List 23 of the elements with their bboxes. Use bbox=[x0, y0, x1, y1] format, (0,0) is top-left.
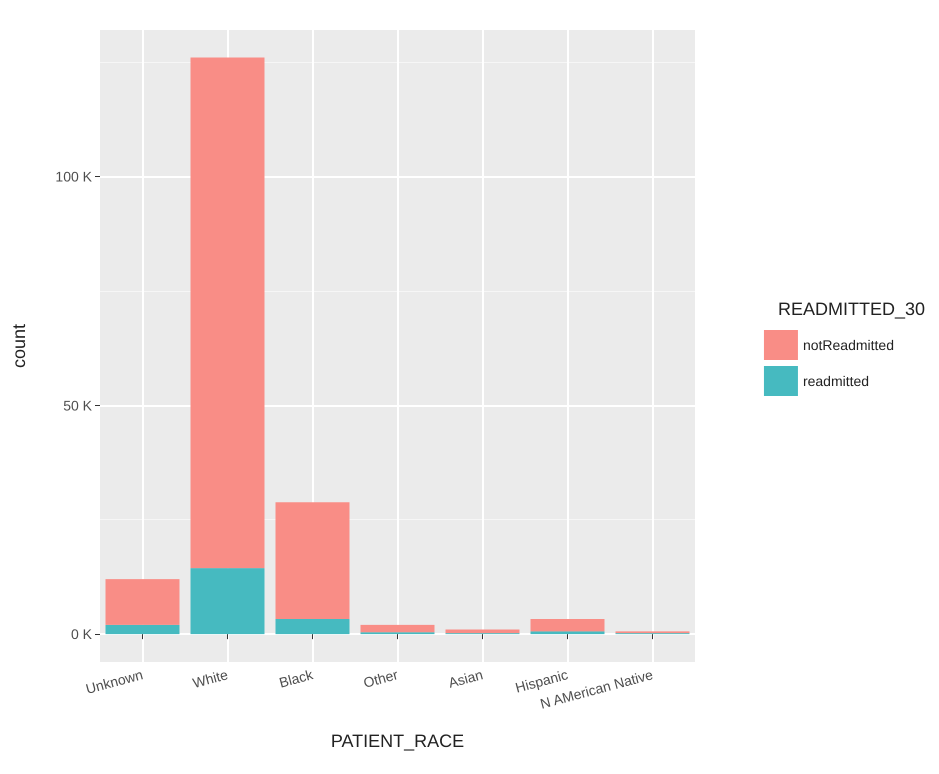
y-axis-title: count bbox=[9, 324, 29, 368]
legend-title: READMITTED_30 bbox=[778, 299, 926, 319]
bar bbox=[530, 618, 604, 632]
y-tick-label: 100 K bbox=[55, 168, 93, 184]
y-tick-label: 50 K bbox=[63, 397, 93, 414]
bar bbox=[190, 568, 264, 634]
x-tick-label: Asian bbox=[446, 666, 485, 691]
bar bbox=[530, 631, 604, 634]
bar bbox=[360, 624, 434, 632]
x-tick-label: Black bbox=[277, 666, 316, 691]
bar bbox=[106, 579, 180, 625]
x-tick-label: Other bbox=[362, 666, 400, 691]
bar bbox=[190, 57, 264, 568]
legend-label: readmitted bbox=[802, 373, 870, 389]
y-tick-label: 0 K bbox=[70, 626, 93, 642]
x-tick-label: White bbox=[190, 666, 230, 691]
bar bbox=[276, 618, 350, 634]
legend-label: notReadmitted bbox=[802, 337, 894, 353]
bar bbox=[446, 630, 520, 634]
bar bbox=[106, 624, 180, 634]
bar bbox=[276, 502, 350, 619]
x-tick-label: Unknown bbox=[84, 666, 145, 697]
x-axis-title: PATIENT_RACE bbox=[330, 731, 464, 751]
